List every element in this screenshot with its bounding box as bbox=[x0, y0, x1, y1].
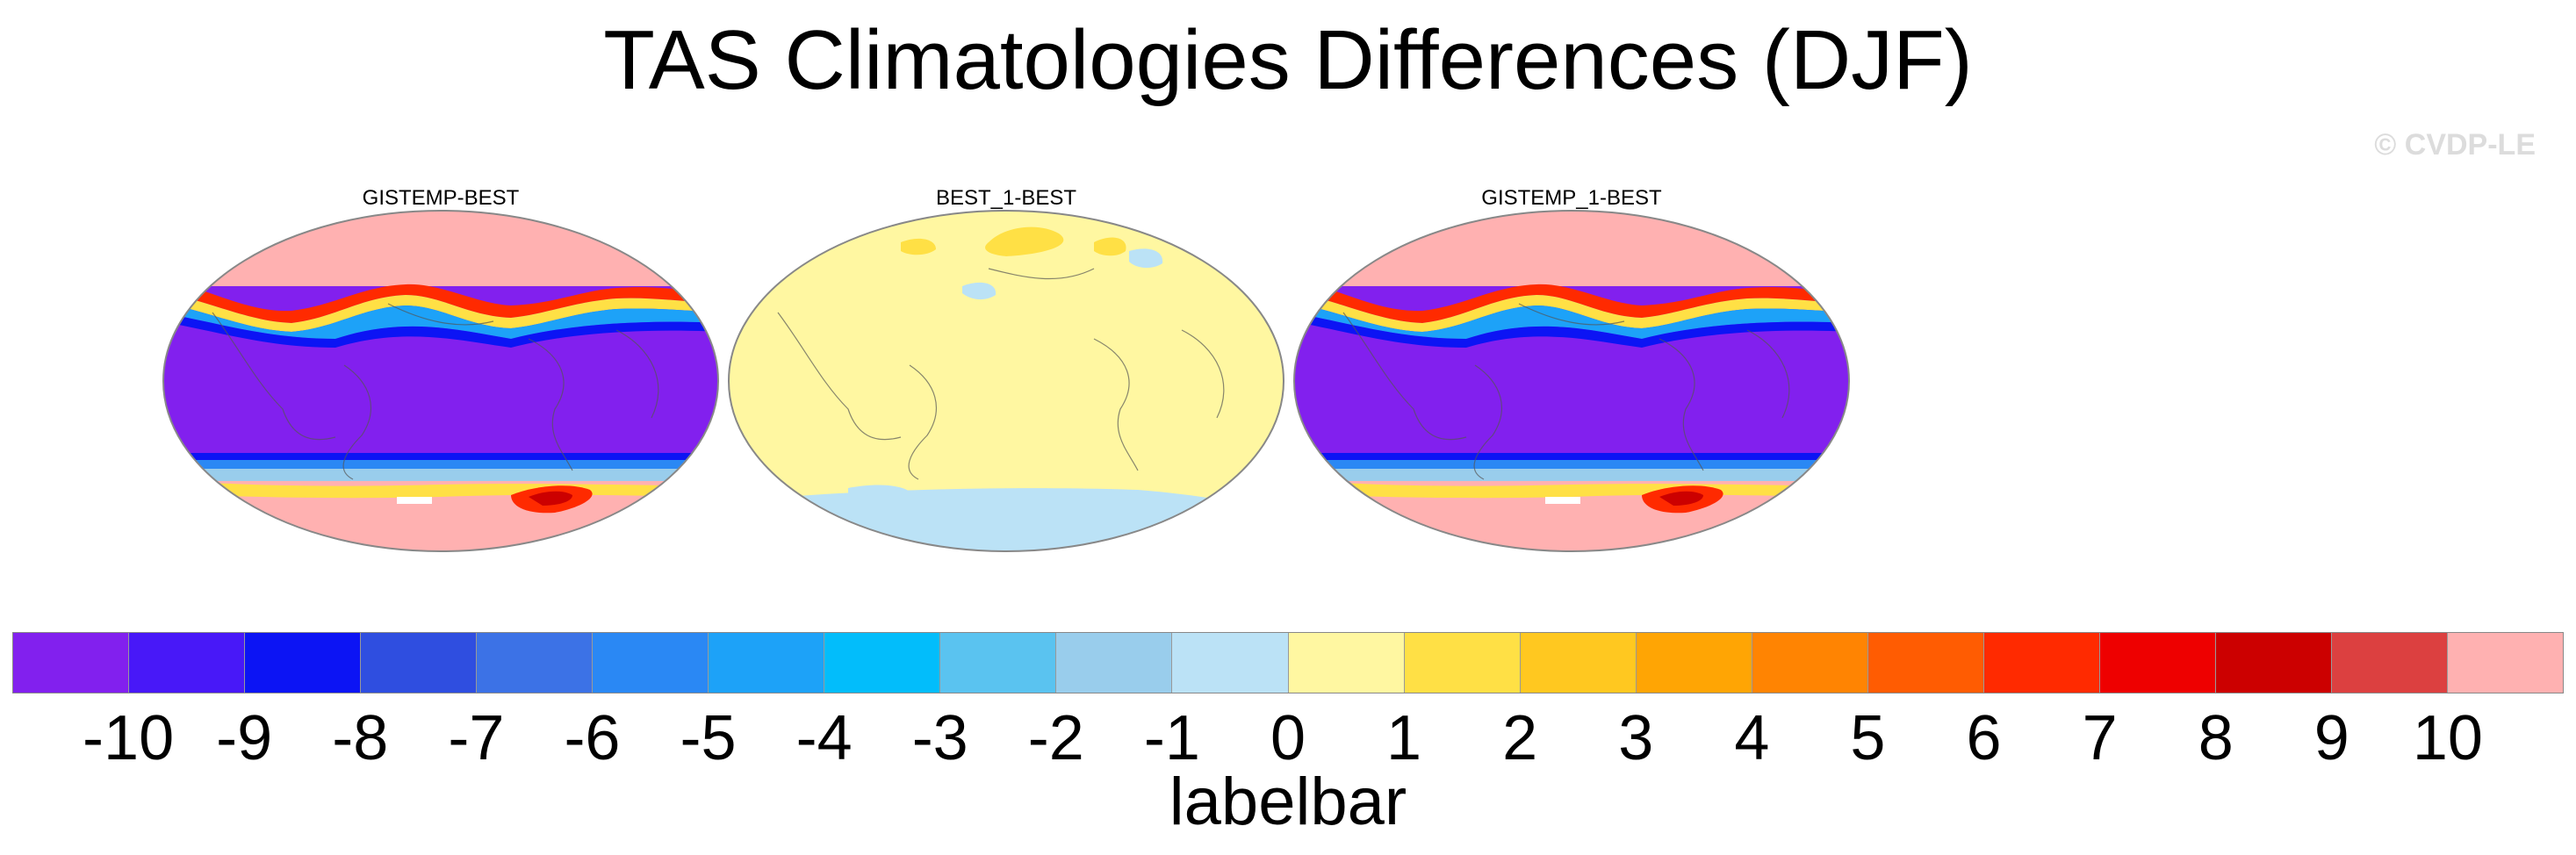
colorbar-box bbox=[1288, 633, 1405, 693]
colorbar-label: labelbar bbox=[1169, 765, 1407, 839]
colorbar-tick-label: 10 bbox=[2412, 703, 2483, 773]
colorbar-tick-label: 6 bbox=[1966, 703, 2002, 773]
colorbar-box bbox=[2447, 633, 2564, 693]
colorbar-tick-label: -4 bbox=[795, 703, 853, 773]
colorbar-box bbox=[2215, 633, 2332, 693]
colorbar-tick-label: -9 bbox=[216, 703, 273, 773]
panel-title-best1-best: BEST_1-BEST bbox=[935, 186, 1077, 210]
colorbar-box bbox=[2331, 633, 2448, 693]
colorbar-tick-label: 0 bbox=[1270, 703, 1306, 773]
colorbar-box bbox=[1867, 633, 1984, 693]
colorbar-tick-label: -3 bbox=[911, 703, 968, 773]
colorbar-box bbox=[940, 633, 1057, 693]
figure-title: TAS Climatologies Differences (DJF) bbox=[603, 13, 1973, 107]
colorbar-box bbox=[13, 633, 130, 693]
map-border bbox=[162, 210, 719, 552]
colorbar-tick-label: -2 bbox=[1027, 703, 1084, 773]
colorbar-box bbox=[477, 633, 594, 693]
colorbar-box bbox=[1983, 633, 2100, 693]
panel-title-gistemp-best: GISTEMP-BEST bbox=[362, 186, 520, 210]
colorbar-box bbox=[1172, 633, 1289, 693]
colorbar-tick-label: -1 bbox=[1143, 703, 1200, 773]
colorbar-box bbox=[593, 633, 709, 693]
colorbar-box bbox=[1056, 633, 1173, 693]
colorbar-box bbox=[361, 633, 478, 693]
colorbar-tick-label: -5 bbox=[680, 703, 737, 773]
colorbar-box bbox=[1752, 633, 1868, 693]
map-gistemp-best bbox=[162, 210, 719, 552]
colorbar-tick-label: 2 bbox=[1502, 703, 1538, 773]
colorbar-tick-label: 9 bbox=[2313, 703, 2349, 773]
colorbar-tick-label: -8 bbox=[332, 703, 389, 773]
colorbar-box bbox=[709, 633, 825, 693]
colorbar-box bbox=[1520, 633, 1637, 693]
colorbar-box bbox=[824, 633, 941, 693]
colorbar-tick-label: -7 bbox=[448, 703, 505, 773]
map-border bbox=[728, 210, 1284, 552]
colorbar-box bbox=[1636, 633, 1752, 693]
colorbar-box bbox=[129, 633, 246, 693]
colorbar-tick-label: -10 bbox=[83, 703, 175, 773]
colorbar bbox=[12, 632, 2564, 693]
colorbar-tick-label: -6 bbox=[564, 703, 621, 773]
map-gistemp1-best bbox=[1293, 210, 1850, 552]
colorbar-tick-label: 4 bbox=[1734, 703, 1770, 773]
colorbar-box bbox=[1404, 633, 1521, 693]
colorbar-tick-label: 5 bbox=[1850, 703, 1886, 773]
colorbar-tick-label: 8 bbox=[2198, 703, 2234, 773]
map-best1-best bbox=[728, 210, 1284, 552]
colorbar-tick-label: 1 bbox=[1386, 703, 1422, 773]
panel-title-gistemp1-best: GISTEMP_1-BEST bbox=[1481, 186, 1662, 210]
colorbar-tick-label: 7 bbox=[2082, 703, 2118, 773]
colorbar-box bbox=[245, 633, 362, 693]
map-border bbox=[1293, 210, 1850, 552]
watermark-text: © CVDP-LE bbox=[2374, 128, 2536, 162]
colorbar-tick-label: 3 bbox=[1618, 703, 1654, 773]
colorbar-box bbox=[2099, 633, 2216, 693]
